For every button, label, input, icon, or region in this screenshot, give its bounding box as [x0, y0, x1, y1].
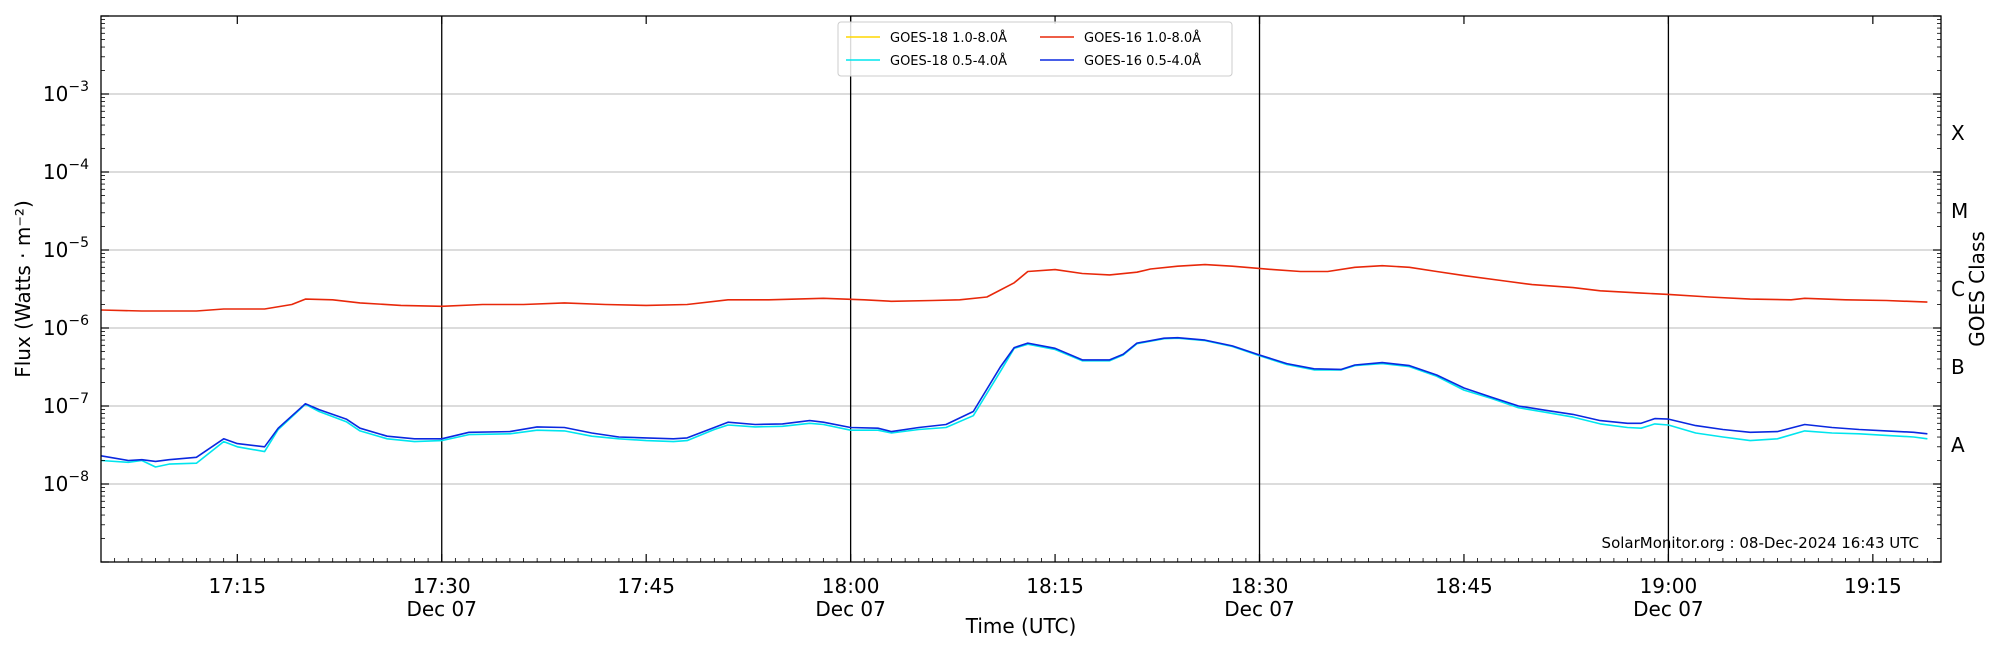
- goes-class-label: B: [1951, 355, 1965, 379]
- goes-class-label: C: [1951, 277, 1965, 301]
- x-tick-label: 18:30: [1231, 574, 1289, 598]
- x-tick-label: 17:15: [208, 574, 266, 598]
- y-axis-title: Flux (Watts · m⁻²): [11, 200, 35, 378]
- y-tick-exponent: −5: [68, 235, 89, 251]
- series-line: [100, 263, 1928, 312]
- y-tick-label: 10−5: [43, 235, 89, 262]
- goes-class-label: A: [1951, 433, 1965, 457]
- y-tick-exponent: −8: [68, 469, 89, 485]
- legend-box: [837, 21, 1233, 77]
- y-tick-label: 10−7: [43, 391, 89, 418]
- legend-label: GOES-16 1.0-8.0Å: [1084, 30, 1201, 46]
- goes-class-label: X: [1951, 121, 1965, 145]
- x-tick-label: 18:45: [1435, 574, 1493, 598]
- series-line: [100, 337, 1928, 468]
- y-tick-label: 10−8: [43, 469, 89, 496]
- x-tick-label: 18:15: [1026, 574, 1084, 598]
- goes-class-label: M: [1951, 199, 1968, 223]
- x-tick-label: 19:15: [1844, 574, 1902, 598]
- x-tick-label: 18:00: [822, 574, 880, 598]
- x-tick-label: 17:45: [617, 574, 675, 598]
- series-line: [100, 336, 1928, 463]
- y-tick-exponent: −7: [68, 391, 89, 407]
- x-tick-label: 17:30: [413, 574, 471, 598]
- legend-label: GOES-18 0.5-4.0Å: [890, 53, 1007, 69]
- x-tick-date: Dec 07: [1224, 597, 1295, 621]
- x-tick-date: Dec 07: [1633, 597, 1704, 621]
- y-tick-exponent: −6: [68, 313, 89, 329]
- x-tick-date: Dec 07: [815, 597, 886, 621]
- horizontal-gridlines: [101, 93, 1941, 485]
- legend-label: GOES-16 0.5-4.0Å: [1084, 53, 1201, 69]
- x-tick-date: Dec 07: [406, 597, 477, 621]
- legend-label: GOES-18 1.0-8.0Å: [890, 30, 1007, 46]
- y-tick-label: 10−3: [43, 79, 89, 106]
- x-tick-label: 19:00: [1640, 574, 1698, 598]
- axis-ticks: [100, 15, 1942, 563]
- y-tick-labels: 10−8 10−7 10−6 10−5 10−4 10−3: [43, 79, 89, 496]
- right-axis-title: GOES Class: [1965, 231, 1989, 347]
- x-axis-title: Time (UTC): [965, 614, 1077, 638]
- legend: GOES-18 1.0-8.0Å GOES-18 0.5-4.0Å GOES-16 …: [837, 21, 1233, 77]
- y-tick-exponent: −3: [68, 79, 89, 95]
- goes-class-labels: A B C M X: [1951, 121, 1968, 457]
- y-tick-label: 10−6: [43, 313, 89, 340]
- day-marker-lines: [441, 16, 1670, 562]
- source-stamp: SolarMonitor.org : 08-Dec-2024 16:43 UTC: [1602, 534, 1919, 552]
- y-tick-label: 10−4: [43, 157, 89, 184]
- plot-frame: [100, 15, 1942, 563]
- series-lines: [100, 263, 1928, 468]
- y-tick-exponent: −4: [68, 157, 89, 173]
